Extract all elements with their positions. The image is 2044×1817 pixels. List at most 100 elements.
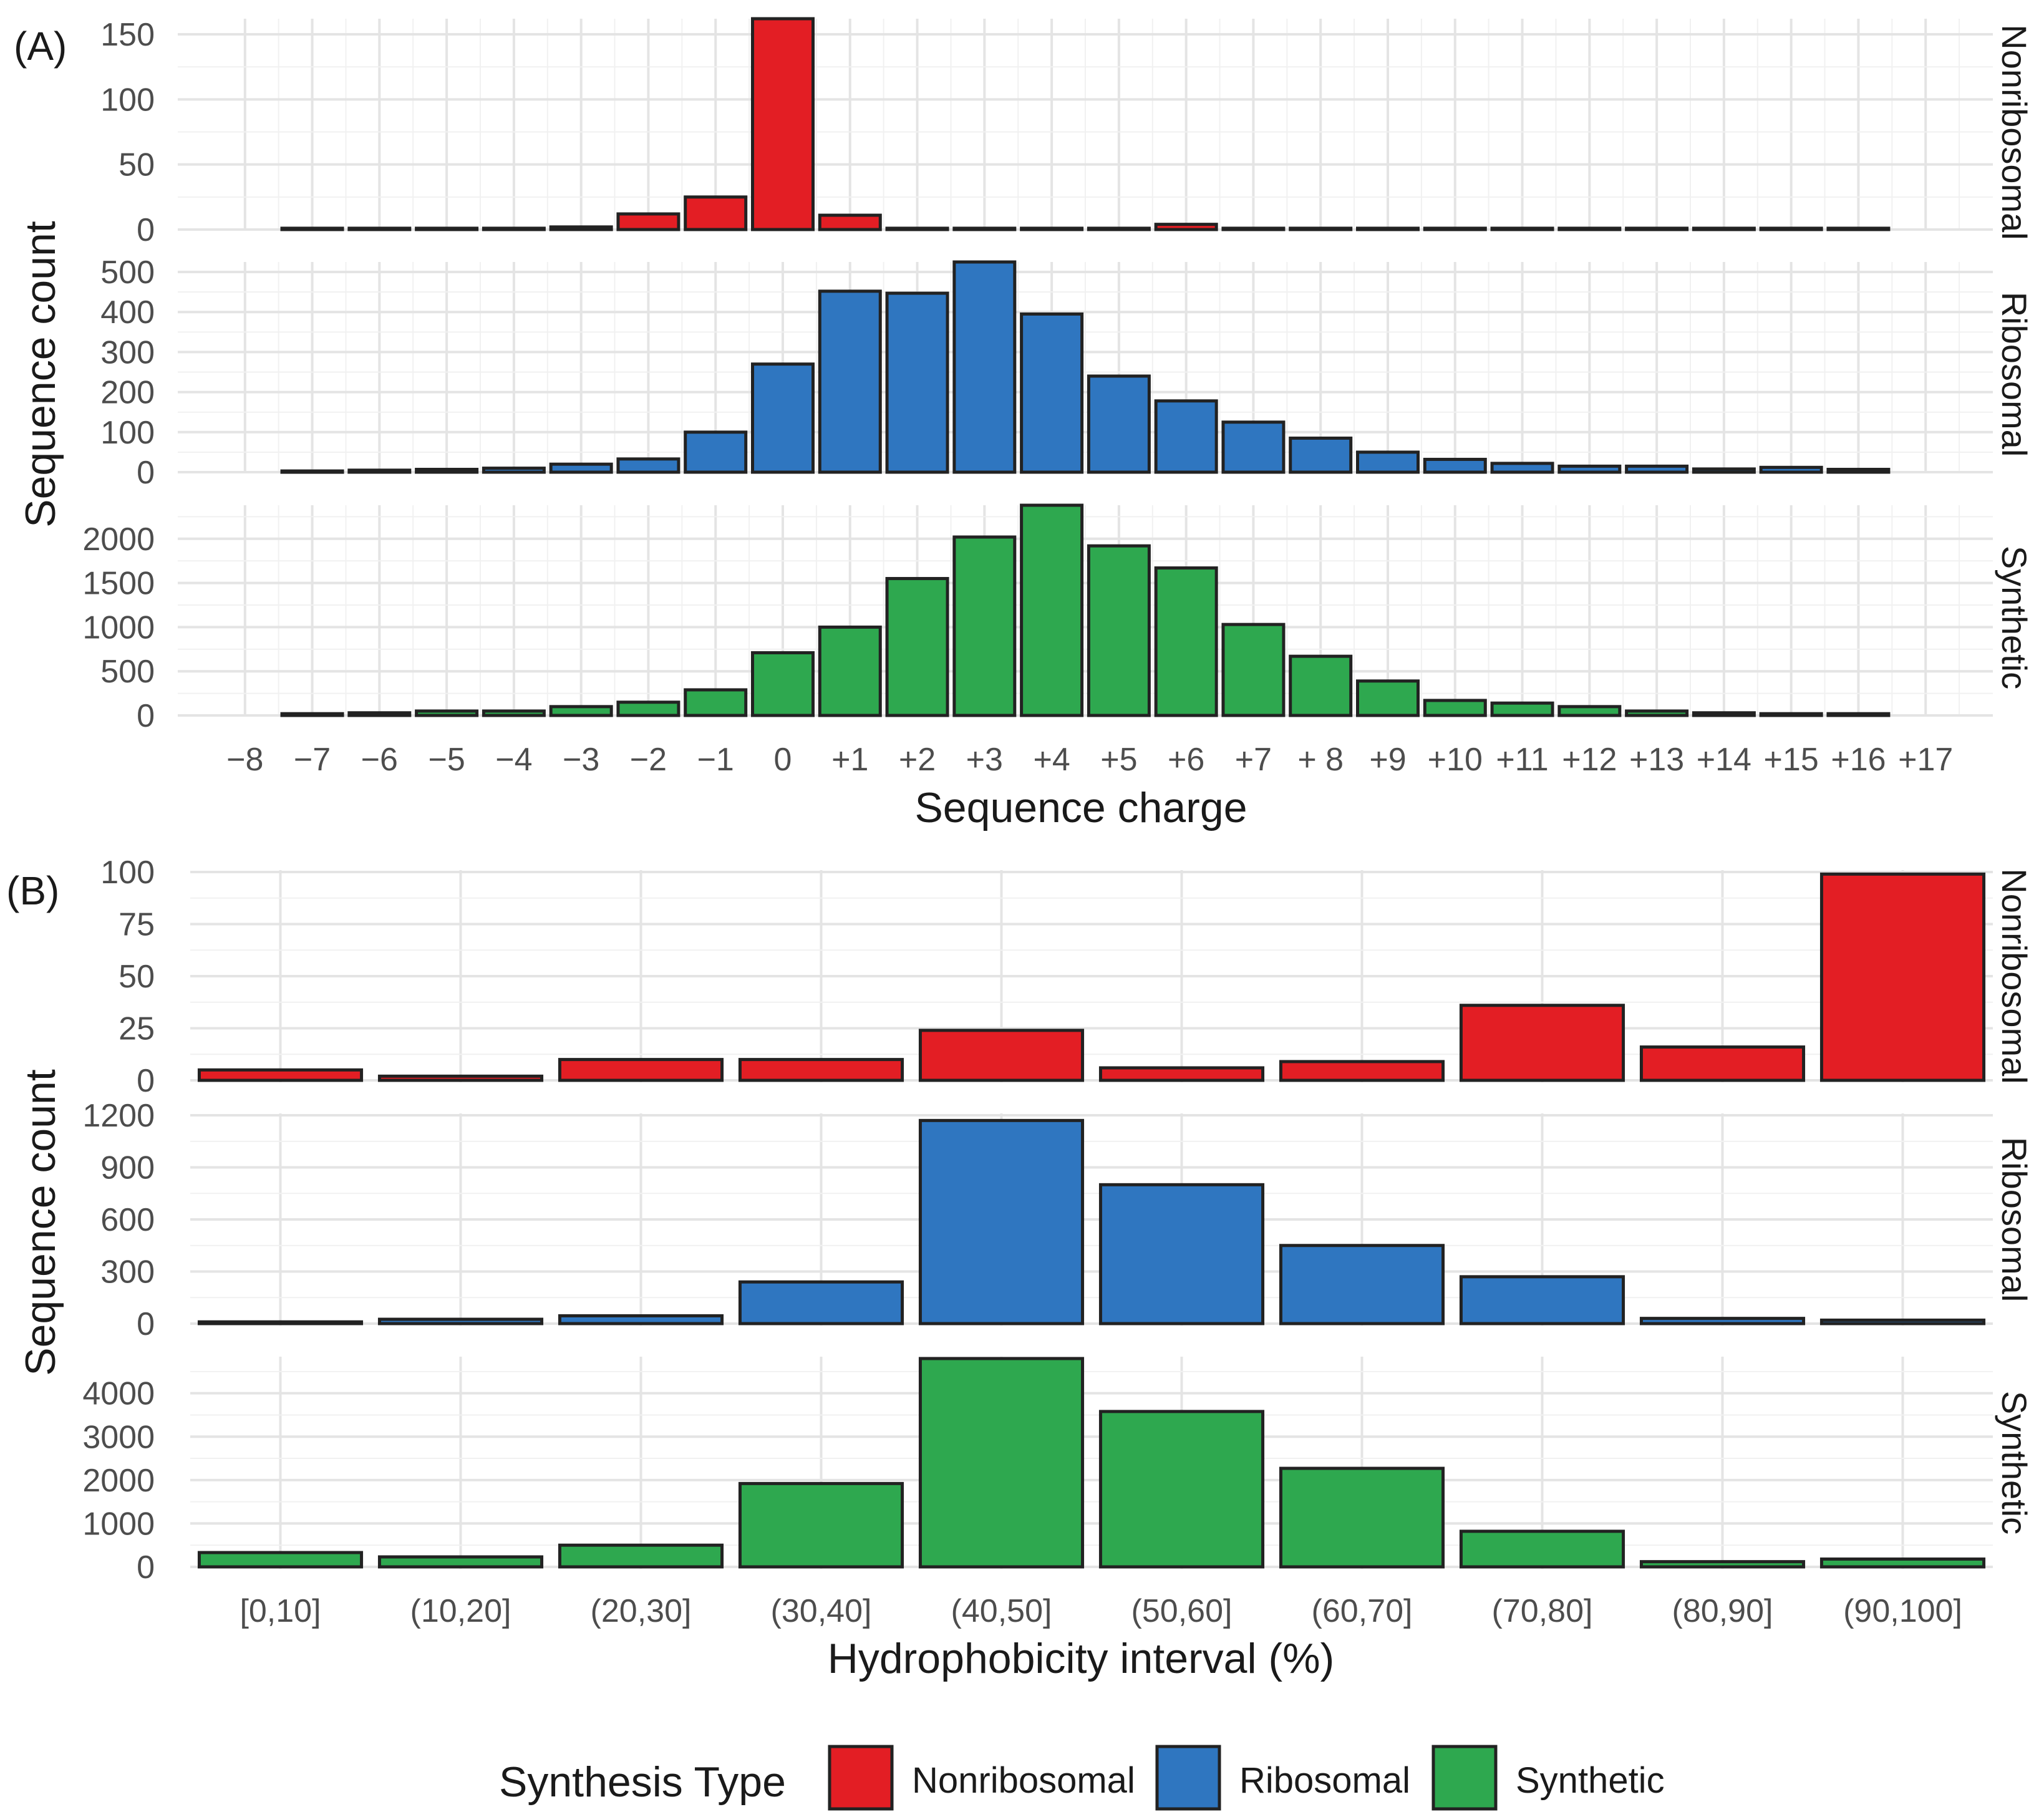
panel-a-x-tick-label: +15 bbox=[1764, 742, 1819, 778]
bar-charge-nonribosomal-5 bbox=[1087, 226, 1151, 231]
panel-b-y-tick-label: 0 bbox=[137, 1063, 155, 1099]
panel-a-facet-synthetic: 0 500 1000 1500 2000 bbox=[82, 503, 1993, 734]
panel-a-x-tick-label: +12 bbox=[1562, 742, 1617, 778]
bar-hydro-synthetic-0-10 bbox=[197, 1551, 364, 1569]
bar-charge-nonribosomal-6 bbox=[1154, 223, 1218, 231]
bar-hydro-ribosomal-30-40 bbox=[738, 1280, 904, 1325]
panel-b-y-tick-label: 1200 bbox=[82, 1098, 155, 1134]
bar-charge-ribosomal-13 bbox=[1625, 464, 1689, 474]
panel-b-y-tick-label: 1000 bbox=[82, 1506, 155, 1542]
panel-a-y-tick-label: 300 bbox=[100, 334, 155, 371]
panel-a-x-tick-label: +3 bbox=[966, 742, 1003, 778]
panel-a-y-tick-label: 0 bbox=[137, 212, 155, 248]
bar-charge-ribosomal-15 bbox=[1759, 465, 1823, 474]
panel-a-y-tick-label: 400 bbox=[100, 294, 155, 331]
chart-b-x-axis-title: Hydrophobicity interval (%) bbox=[828, 1635, 1335, 1682]
bar-hydro-synthetic-50-60 bbox=[1098, 1410, 1265, 1569]
panel-a-y-tick-label: 1500 bbox=[82, 566, 155, 602]
panel-a-x-tick-label: +5 bbox=[1100, 742, 1137, 778]
panel-a-x-tick-label: +17 bbox=[1898, 742, 1953, 778]
bar-charge-synthetic-4 bbox=[482, 709, 546, 717]
panel-a-x-tick-label: +6 bbox=[1168, 742, 1204, 778]
bar-hydro-nonribosomal-90-100 bbox=[1819, 872, 1986, 1082]
panel-a-x-tick-label: +1 bbox=[831, 742, 868, 778]
chart-b-hydrophobicity: 0255075100030060090012000100020003000400… bbox=[82, 855, 1993, 1629]
bar-hydro-nonribosomal-80-90 bbox=[1639, 1045, 1806, 1082]
bar-charge-synthetic-3 bbox=[952, 535, 1017, 717]
bar-charge-nonribosomal-4 bbox=[482, 226, 546, 231]
panel-a-x-tick-label: +2 bbox=[899, 742, 936, 778]
panel-a-x-tick-label: −7 bbox=[294, 742, 331, 778]
bar-charge-nonribosomal-8 bbox=[1289, 226, 1353, 231]
bar-charge-nonribosomal-10 bbox=[1423, 226, 1487, 231]
bar-charge-synthetic-5 bbox=[415, 709, 479, 717]
strip-b-synthetic: Synthetic bbox=[1995, 1391, 2034, 1534]
legend-label-nonribosomal: Nonribosomal bbox=[912, 1760, 1135, 1801]
strip-a-ribosomal: Ribosomal bbox=[1995, 292, 2034, 457]
panel-a-facet-nonribosomal: 0 50 100 150 bbox=[100, 17, 1993, 248]
bar-charge-synthetic-3 bbox=[549, 705, 613, 717]
panel-a-label: (A) bbox=[14, 24, 67, 69]
bar-hydro-synthetic-80-90 bbox=[1639, 1560, 1806, 1569]
panel-b-x-tick-label: [0,10] bbox=[240, 1593, 321, 1629]
bar-charge-ribosomal-2 bbox=[885, 291, 949, 474]
bar-charge-synthetic-1 bbox=[684, 688, 748, 717]
panel-a-x-tick-label: −2 bbox=[630, 742, 667, 778]
bar-charge-ribosomal-12 bbox=[1557, 464, 1622, 474]
bar-hydro-nonribosomal-50-60 bbox=[1098, 1066, 1265, 1082]
panel-a-x-tick-label: −4 bbox=[495, 742, 532, 778]
bar-hydro-nonribosomal-10-20 bbox=[377, 1074, 544, 1082]
bar-charge-ribosomal-4 bbox=[482, 467, 546, 474]
bar-charge-ribosomal-5 bbox=[1087, 374, 1151, 474]
panel-b-x-tick-label: (40,50] bbox=[951, 1593, 1052, 1629]
legend: Synthesis Type Nonribosomal Ribosomal Sy… bbox=[499, 1745, 1665, 1811]
bar-charge-ribosomal-2 bbox=[616, 457, 681, 474]
panel-a-x-tick-label: +9 bbox=[1369, 742, 1406, 778]
bar-charge-ribosomal-4 bbox=[1020, 312, 1084, 474]
bar-charge-nonribosomal-9 bbox=[1356, 226, 1420, 231]
panel-a-x-tick-label: −5 bbox=[428, 742, 465, 778]
bar-hydro-ribosomal-80-90 bbox=[1639, 1317, 1806, 1325]
bar-charge-synthetic-13 bbox=[1625, 709, 1689, 717]
bar-charge-synthetic-14 bbox=[1692, 711, 1756, 717]
bar-charge-nonribosomal-7 bbox=[280, 226, 344, 231]
panel-a-x-tick-label: +4 bbox=[1033, 742, 1070, 778]
bar-charge-synthetic-4 bbox=[1020, 503, 1084, 717]
panel-a-y-tick-label: 100 bbox=[100, 415, 155, 451]
bar-charge-ribosomal-5 bbox=[415, 468, 479, 474]
panel-b-x-tick-label: (50,60] bbox=[1131, 1593, 1233, 1629]
bar-charge-nonribosomal-0 bbox=[751, 17, 815, 231]
bar-charge-synthetic-10 bbox=[1423, 699, 1487, 717]
bar-hydro-ribosomal-0-10 bbox=[197, 1320, 364, 1325]
bar-charge-ribosomal-1 bbox=[684, 430, 748, 474]
bar-hydro-nonribosomal-30-40 bbox=[738, 1058, 904, 1082]
bar-charge-ribosomal-3 bbox=[549, 462, 613, 474]
bar-charge-nonribosomal-2 bbox=[616, 212, 681, 231]
bar-charge-synthetic-1 bbox=[818, 625, 882, 717]
panel-a-y-tick-label: 2000 bbox=[82, 521, 155, 558]
bar-hydro-ribosomal-10-20 bbox=[377, 1317, 544, 1325]
bar-charge-nonribosomal-3 bbox=[952, 226, 1017, 231]
bar-hydro-synthetic-30-40 bbox=[738, 1481, 904, 1569]
panel-a-y-tick-label: 100 bbox=[100, 82, 155, 118]
bar-charge-synthetic-5 bbox=[1087, 544, 1151, 717]
bar-charge-ribosomal-3 bbox=[952, 260, 1017, 474]
bar-charge-ribosomal-16 bbox=[1826, 468, 1891, 474]
bar-hydro-synthetic-60-70 bbox=[1279, 1466, 1445, 1569]
bar-charge-ribosomal-1 bbox=[818, 289, 882, 474]
panel-b-y-tick-label: 2000 bbox=[82, 1463, 155, 1499]
panel-a-x-tick-label: 0 bbox=[774, 742, 792, 778]
bar-charge-ribosomal-10 bbox=[1423, 457, 1487, 474]
bar-charge-synthetic-7 bbox=[1221, 623, 1286, 717]
panel-a-x-tick-label: +11 bbox=[1496, 742, 1548, 778]
panel-b-y-tick-label: 100 bbox=[100, 855, 155, 891]
bar-charge-nonribosomal-15 bbox=[1759, 226, 1823, 231]
panel-b-x-tick-label: (90,100] bbox=[1843, 1593, 1962, 1629]
bar-charge-nonribosomal-4 bbox=[1020, 226, 1084, 231]
bar-charge-nonribosomal-12 bbox=[1557, 226, 1622, 231]
bar-charge-ribosomal-11 bbox=[1490, 462, 1554, 474]
bar-charge-nonribosomal-1 bbox=[684, 195, 748, 231]
panel-a-x-tick-label: −8 bbox=[226, 742, 263, 778]
bar-charge-synthetic-16 bbox=[1826, 712, 1891, 717]
panel-b-y-tick-label: 0 bbox=[137, 1549, 155, 1586]
